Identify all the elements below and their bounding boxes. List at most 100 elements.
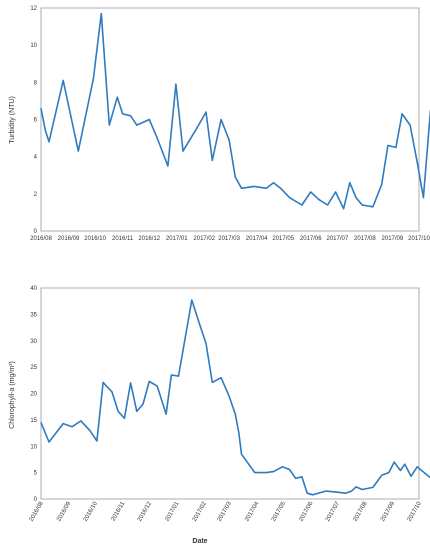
turbidity-y-axis-ticks: 0 2 4 6 8 10 12 <box>30 6 37 235</box>
chlorophyll-data-point <box>228 395 230 397</box>
turbidity-x-tick-label: 2016/11 <box>112 236 134 242</box>
turbidity-data-point <box>265 187 267 189</box>
chlorophyll-data-point <box>325 490 327 492</box>
turbidity-x-tick-label: 2017/03 <box>218 236 240 242</box>
turbidity-x-tick-label: 2017/01 <box>166 236 188 242</box>
turbidity-data-point <box>136 124 138 126</box>
turbidity-data-point <box>361 204 363 206</box>
chlorophyll-data-point <box>301 476 303 478</box>
chlorophyll-data-point <box>199 324 201 326</box>
turbidity-data-point <box>48 141 50 143</box>
turbidity-data-point <box>175 83 177 85</box>
turbidity-data-point <box>272 182 275 184</box>
chlorophyll-data-point <box>123 417 125 419</box>
chlorophyll-x-tick-label: 2016/11 <box>111 500 127 522</box>
turbidity-data-point <box>40 107 42 109</box>
chlorophyll-data-point <box>117 410 119 412</box>
turbidity-data-point <box>182 150 184 152</box>
turbidity-series-line <box>40 12 430 210</box>
chlorophyll-data-point <box>295 477 297 479</box>
turbidity-y-tick-label: 12 <box>30 6 37 12</box>
chlorophyll-y-axis-label: Chlorophyll-a (mg/m³) <box>9 361 16 429</box>
turbidity-data-point <box>381 183 383 186</box>
chlorophyll-x-tick-label: 2017/07 <box>325 500 341 522</box>
chlorophyll-data-point <box>48 441 50 443</box>
turbidity-data-point <box>335 191 337 193</box>
chlorophyll-y-tick-label: 5 <box>34 471 38 477</box>
chlorophyll-data-point <box>265 472 267 474</box>
chlorophyll-data-points <box>40 299 430 496</box>
chlorophyll-data-point <box>80 420 82 422</box>
chlorophyll-y-axis-ticks: 0 5 10 15 20 25 30 35 40 <box>30 286 37 503</box>
chlorophyll-data-point <box>410 475 412 477</box>
chlorophyll-data-point <box>170 374 172 376</box>
chlorophyll-data-point <box>344 492 346 494</box>
chlorophyll-x-tick-label: 2016/10 <box>83 500 99 522</box>
chlorophyll-x-tick-label: 2016/12 <box>137 500 153 522</box>
turbidity-data-point <box>116 96 118 98</box>
chlorophyll-data-point <box>351 490 353 492</box>
chlorophyll-data-point <box>404 463 406 465</box>
turbidity-x-tick-label: 2016/10 <box>84 236 106 242</box>
turbidity-data-point <box>349 182 351 184</box>
turbidity-data-point <box>372 206 374 208</box>
chlorophyll-plot-frame <box>40 287 420 500</box>
chlorophyll-x-tick-label: 2017/02 <box>192 500 208 522</box>
chlorophyll-x-axis-label: Date <box>192 538 207 545</box>
chlorophyll-x-tick-label: 2016/08 <box>29 500 45 522</box>
turbidity-data-point <box>122 113 124 115</box>
chlorophyll-y-tick-label: 15 <box>30 418 37 424</box>
chlorophyll-data-point <box>177 375 180 377</box>
turbidity-data-point <box>253 185 255 187</box>
turbidity-data-point <box>205 111 207 113</box>
chlorophyll-data-point <box>40 421 42 424</box>
chlorophyll-x-axis-ticks: 2016/08 2016/09 2016/10 2016/11 2016/12 2017/… <box>29 500 423 522</box>
chlorophyll-data-point <box>142 403 144 405</box>
turbidity-data-point <box>301 204 303 206</box>
chlorophyll-data-point <box>238 432 240 434</box>
turbidity-data-point <box>234 176 236 178</box>
turbidity-y-tick-label: 10 <box>30 43 37 49</box>
chlorophyll-data-point <box>165 413 167 415</box>
turbidity-data-points <box>40 13 430 210</box>
turbidity-data-point <box>156 137 158 139</box>
chlorophyll-data-point <box>111 391 113 393</box>
chlorophyll-y-tick-label: 0 <box>34 497 38 503</box>
chlorophyll-x-tick-label: 2017/08 <box>353 500 369 522</box>
turbidity-data-point <box>288 197 291 199</box>
turbidity-plot-frame <box>40 7 420 232</box>
chlorophyll-y-tick-label: 40 <box>30 286 37 292</box>
turbidity-x-axis-ticks: 2016/08 2016/09 2016/10 2016/11 2016/12 2017/… <box>30 236 430 242</box>
chlorophyll-data-point <box>240 453 243 455</box>
turbidity-x-tick-label: 2017/04 <box>246 236 268 242</box>
chlorophyll-data-point <box>191 299 193 301</box>
chlorophyll-data-point <box>281 466 283 468</box>
chlorophyll-data-point <box>234 413 236 415</box>
turbidity-data-point <box>92 78 94 80</box>
turbidity-data-point <box>240 187 243 189</box>
turbidity-data-point <box>100 13 102 15</box>
chlorophyll-data-point <box>102 381 104 383</box>
chlorophyll-y-tick-label: 25 <box>30 365 37 371</box>
chlorophyll-data-point <box>355 486 357 488</box>
turbidity-x-tick-label: 2017/02 <box>193 236 215 242</box>
chlorophyll-data-point <box>130 382 132 384</box>
chlorophyll-data-point <box>136 410 138 412</box>
chlorophyll-x-tick-label: 2016/09 <box>56 500 72 522</box>
turbidity-data-point <box>387 144 389 147</box>
turbidity-x-tick-label: 2016/12 <box>138 236 160 242</box>
turbidity-y-tick-label: 0 <box>34 229 38 235</box>
turbidity-y-tick-label: 8 <box>34 80 38 86</box>
turbidity-data-point <box>422 197 424 199</box>
chlorophyll-data-point <box>254 472 256 474</box>
turbidity-data-point <box>108 124 110 126</box>
turbidity-data-point <box>148 118 150 121</box>
chlorophyll-data-point <box>399 469 401 472</box>
turbidity-x-tick-label: 2016/09 <box>58 236 80 242</box>
chlorophyll-data-point <box>335 491 338 493</box>
chlorophyll-data-point <box>381 474 383 476</box>
chlorophyll-x-tick-label: 2017/03 <box>217 500 233 522</box>
